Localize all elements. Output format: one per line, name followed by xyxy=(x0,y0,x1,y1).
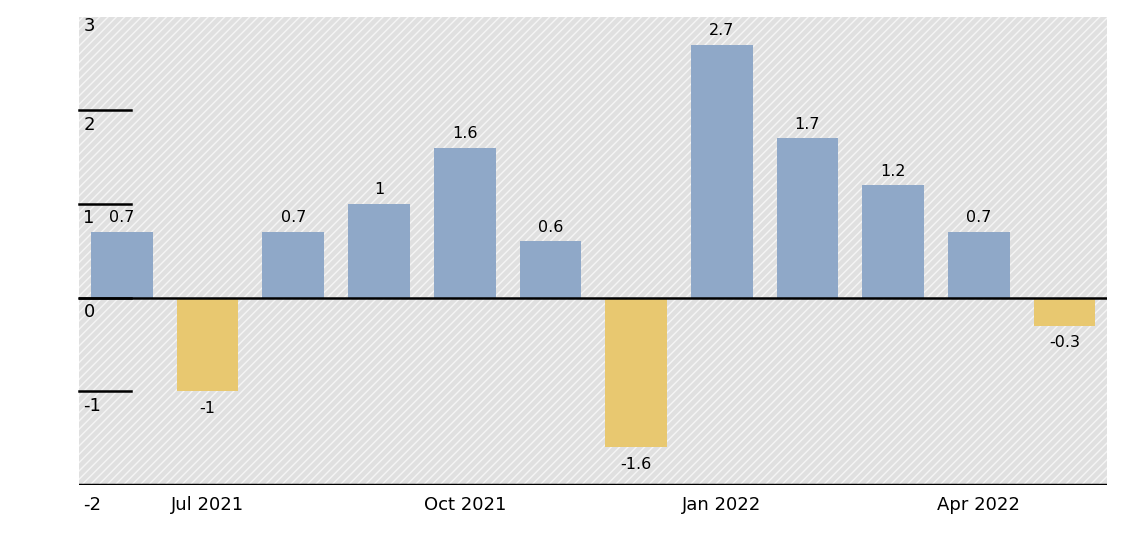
Text: Jan 2022: Jan 2022 xyxy=(683,496,762,514)
Text: -2: -2 xyxy=(84,496,102,514)
Text: 2: 2 xyxy=(84,116,95,134)
Text: 1: 1 xyxy=(84,209,95,228)
Text: -1: -1 xyxy=(84,397,102,415)
Bar xyxy=(948,232,1010,298)
Text: 1.7: 1.7 xyxy=(794,117,820,132)
Text: 1.2: 1.2 xyxy=(880,164,906,179)
Text: 0: 0 xyxy=(84,303,95,321)
Text: 2.7: 2.7 xyxy=(710,23,734,38)
Text: 0.6: 0.6 xyxy=(538,220,563,235)
Bar xyxy=(776,138,838,298)
Bar xyxy=(176,298,238,391)
Bar xyxy=(862,185,924,298)
Text: -0.3: -0.3 xyxy=(1049,335,1080,350)
Text: 0.7: 0.7 xyxy=(280,210,306,225)
Bar xyxy=(690,45,753,298)
Text: 1: 1 xyxy=(374,182,384,197)
Text: -1: -1 xyxy=(200,401,216,415)
Text: Apr 2022: Apr 2022 xyxy=(938,496,1020,514)
Text: -1.6: -1.6 xyxy=(620,457,652,472)
Bar xyxy=(520,241,581,298)
Text: 0.7: 0.7 xyxy=(110,210,134,225)
Bar xyxy=(1034,298,1095,326)
Text: 0.7: 0.7 xyxy=(966,210,991,225)
Text: Jul 2021: Jul 2021 xyxy=(171,496,244,514)
Bar xyxy=(262,232,324,298)
Bar xyxy=(606,298,667,447)
Bar xyxy=(348,204,410,298)
Bar xyxy=(434,148,496,298)
Text: 3: 3 xyxy=(84,17,95,35)
Text: 1.6: 1.6 xyxy=(452,126,478,141)
Text: Oct 2021: Oct 2021 xyxy=(424,496,506,514)
Bar xyxy=(92,232,153,298)
